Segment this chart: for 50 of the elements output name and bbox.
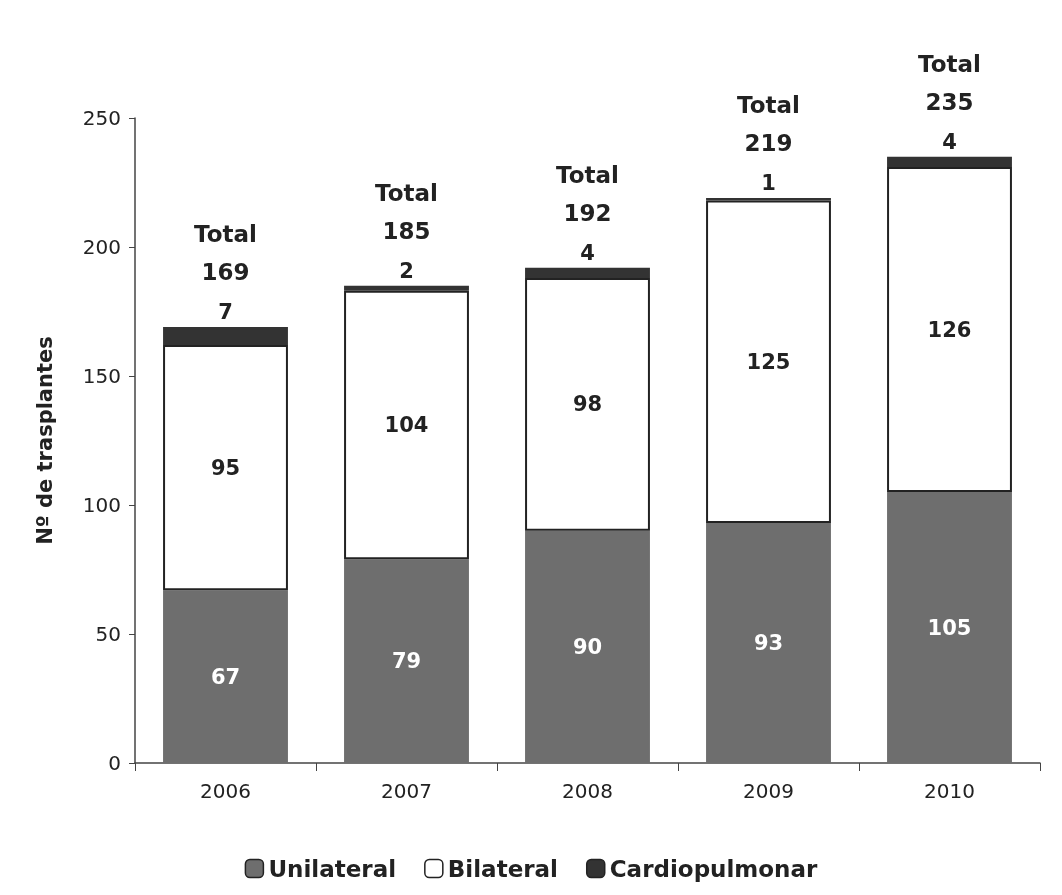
data-label: 90 (572, 634, 603, 659)
bar (344, 290, 469, 560)
y-tick-label: 0 (108, 751, 121, 775)
x-tick-label: 2006 (200, 779, 251, 803)
bar (706, 523, 831, 763)
data-label: 98 (572, 392, 603, 417)
data-label: 79 (391, 649, 422, 674)
bar (887, 156, 1012, 168)
y-tick-label: 150 (82, 364, 121, 388)
data-label: 93 (753, 631, 784, 656)
total-label: Total 192 (556, 161, 619, 226)
data-label: 125 (746, 349, 791, 374)
bar (344, 559, 469, 763)
total-label: Total 185 (375, 179, 438, 244)
data-label: 4 (942, 130, 957, 155)
bar (525, 267, 650, 278)
bar (525, 277, 650, 531)
y-tick-label: 100 (82, 493, 121, 517)
data-label: 105 (927, 615, 972, 640)
data-label: 2 (399, 259, 414, 284)
data-label: 104 (384, 413, 429, 438)
bar (163, 345, 288, 591)
data-label: 1 (761, 171, 776, 196)
data-label: 67 (210, 664, 241, 689)
bar (706, 197, 831, 201)
data-label: 4 (580, 241, 595, 266)
total-label: Total 235 (918, 50, 981, 115)
y-tick-label: 50 (95, 622, 121, 646)
data-label: 7 (218, 300, 233, 325)
data-label: 126 (927, 317, 972, 342)
x-tick-label: 2007 (381, 779, 432, 803)
bar (706, 200, 831, 524)
bar (525, 530, 650, 763)
legend-label: Unilateral (268, 855, 397, 882)
y-tick-label: 200 (82, 235, 121, 259)
bar (163, 590, 288, 763)
legend-label: Cardiopulmonar (609, 855, 819, 882)
y-axis-title: Nº de trasplantes (32, 336, 57, 545)
total-label: Total 219 (737, 91, 800, 156)
data-label: 95 (210, 455, 241, 480)
legend-label: Bilateral (447, 855, 558, 882)
x-tick-label: 2009 (743, 779, 794, 803)
bar (344, 285, 469, 291)
y-tick-label: 250 (82, 106, 121, 130)
bar (163, 326, 288, 346)
x-tick-label: 2008 (562, 779, 613, 803)
x-tick-label: 2010 (924, 779, 975, 803)
bar (887, 167, 1012, 493)
bar (887, 492, 1012, 763)
total-label: Total 169 (194, 220, 257, 285)
